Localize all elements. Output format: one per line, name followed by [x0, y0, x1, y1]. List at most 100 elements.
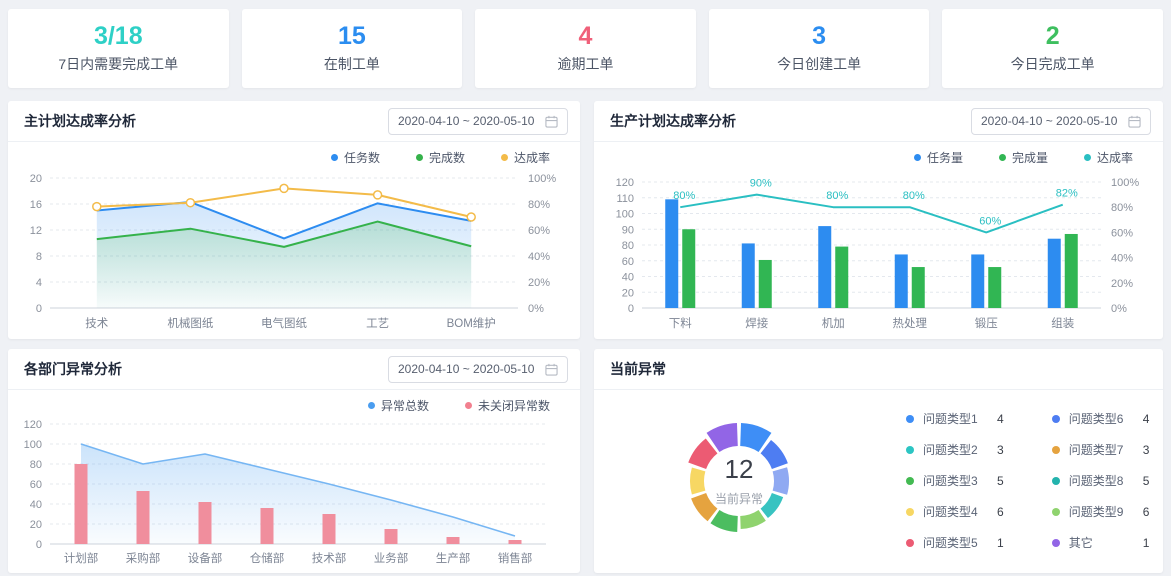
- chart-legend: 异常总数 未关闭异常数: [8, 390, 580, 413]
- legend-value: 6: [1142, 504, 1150, 519]
- donut-legend-item[interactable]: 问题类型6 4: [1051, 410, 1150, 427]
- svg-text:80: 80: [622, 240, 634, 252]
- svg-text:8: 8: [36, 251, 42, 263]
- legend-item[interactable]: 完成数: [415, 151, 465, 165]
- stat-value: 2: [1045, 21, 1060, 50]
- donut-legend-item[interactable]: 问题类型7 3: [1051, 441, 1149, 458]
- svg-text:0: 0: [36, 303, 42, 315]
- legend-label: 达成率: [513, 151, 550, 165]
- legend-item[interactable]: 达成率: [500, 151, 550, 165]
- legend-label: 问题类型8: [1068, 474, 1124, 488]
- svg-text:40: 40: [30, 499, 42, 511]
- svg-text:业务部: 业务部: [374, 551, 409, 565]
- svg-text:82%: 82%: [1056, 188, 1078, 200]
- donut-legend-item[interactable]: 问题类型5 1: [906, 534, 1004, 551]
- stat-card-in-progress: 15 在制工单: [241, 9, 463, 88]
- legend-label: 问题类型2: [923, 443, 978, 457]
- legend-label: 任务量: [926, 151, 963, 165]
- legend-item[interactable]: 达成率: [1083, 151, 1133, 165]
- legend-value: 4: [997, 411, 1004, 426]
- svg-text:40%: 40%: [1111, 253, 1133, 265]
- current-abnormal-content: 12 当前异常 问题类型1 4 问题类型2 3 问题类型3 5 问题类型4 6 问题类型5 1 问…: [594, 390, 1163, 571]
- legend-label: 问题类型5: [923, 536, 978, 550]
- svg-text:100: 100: [24, 439, 42, 451]
- stat-label: 今日创建工单: [777, 56, 862, 73]
- legend-dot-icon: [500, 154, 508, 161]
- current-abnormal-donut-chart: [688, 422, 789, 532]
- department-abnormal-chart-area: 0 20 40 60 80 100 120 计划部 采购部 设备部 仓储部 技术部 业务部 生产部 销售部: [8, 412, 580, 570]
- legend-dot-icon: [906, 538, 914, 547]
- svg-text:电气图纸: 电气图纸: [261, 316, 307, 330]
- svg-text:组装: 组装: [1051, 316, 1074, 330]
- donut-legend-item[interactable]: 问题类型1 4: [906, 410, 1004, 427]
- panel-production-plan: 生产计划达成率分析 2020-04-10 ~ 2020-05-10 任务量 完成量…: [594, 101, 1163, 339]
- svg-text:BOM维护: BOM维护: [447, 316, 496, 330]
- legend-dot-icon: [367, 402, 375, 409]
- svg-text:0%: 0%: [1111, 303, 1127, 315]
- svg-text:20%: 20%: [1111, 278, 1133, 290]
- calendar-icon[interactable]: [545, 363, 558, 376]
- date-range-picker[interactable]: 2020-04-10 ~ 2020-05-10: [971, 107, 1151, 135]
- donut-legend-item[interactable]: 问题类型9 6: [1051, 503, 1150, 520]
- department-abnormal-chart: 0 20 40 60 80 100 120 计划部 采购部 设备部 仓储部 技术部 业务部 生产部 销售部: [24, 419, 546, 565]
- svg-text:40%: 40%: [528, 251, 550, 263]
- panel-department-abnormal: 各部门异常分析 2020-04-10 ~ 2020-05-10 异常总数 未关闭异…: [8, 349, 580, 573]
- stat-card-completed-today: 2 今日完成工单: [942, 9, 1163, 88]
- legend-item[interactable]: 异常总数: [367, 399, 429, 413]
- svg-text:80%: 80%: [826, 190, 848, 202]
- stat-label: 在制工单: [323, 56, 380, 73]
- svg-text:60%: 60%: [1111, 227, 1133, 239]
- svg-text:计划部: 计划部: [64, 551, 99, 565]
- legend-dot-icon: [1083, 154, 1091, 161]
- svg-text:20: 20: [622, 287, 634, 299]
- stat-value: 15: [337, 21, 366, 50]
- svg-text:100%: 100%: [1111, 177, 1139, 189]
- legend-label: 问题类型7: [1068, 443, 1124, 457]
- legend-dot-icon: [464, 402, 472, 409]
- svg-text:20: 20: [30, 173, 42, 185]
- donut-legend-item[interactable]: 问题类型8 5: [1051, 472, 1149, 489]
- svg-text:16: 16: [30, 199, 42, 211]
- legend-item[interactable]: 任务数: [330, 151, 380, 165]
- donut-legend-item[interactable]: 问题类型4 6: [906, 503, 1004, 520]
- panel-title: 生产计划达成率分析: [610, 113, 736, 129]
- stat-card-overdue: 4 逾期工单: [475, 9, 696, 88]
- donut-chart-area: 12 当前异常: [664, 406, 814, 556]
- legend-item[interactable]: 未关闭异常数: [464, 399, 550, 413]
- svg-text:下料: 下料: [669, 316, 692, 330]
- svg-text:90: 90: [622, 224, 634, 236]
- donut-legend-item[interactable]: 问题类型2 3: [906, 441, 1004, 458]
- legend-label: 异常总数: [380, 399, 429, 413]
- svg-text:仓储部: 仓储部: [250, 551, 285, 565]
- legend-item[interactable]: 完成量: [998, 151, 1048, 165]
- panel-master-plan: 主计划达成率分析 2020-04-10 ~ 2020-05-10 任务数 完成数 达…: [8, 101, 580, 339]
- stat-label: 7日内需要完成工单: [58, 56, 179, 73]
- svg-text:80%: 80%: [903, 190, 925, 202]
- legend-label: 问题类型1: [923, 412, 978, 426]
- svg-text:12: 12: [30, 225, 42, 237]
- svg-text:120: 120: [616, 177, 634, 189]
- legend-dot-icon: [415, 154, 423, 161]
- svg-text:60: 60: [622, 256, 634, 268]
- svg-text:锻压: 锻压: [975, 316, 998, 330]
- svg-text:设备部: 设备部: [188, 551, 223, 565]
- svg-text:技术: 技术: [85, 317, 108, 330]
- donut-legend-item[interactable]: 其它 1: [1051, 534, 1149, 551]
- svg-text:生产部: 生产部: [436, 551, 471, 565]
- svg-text:机加: 机加: [822, 316, 845, 330]
- svg-text:90%: 90%: [750, 178, 772, 190]
- legend-value: 4: [1142, 411, 1150, 426]
- svg-text:40: 40: [622, 272, 634, 284]
- date-range-picker[interactable]: 2020-04-10 ~ 2020-05-10: [388, 355, 568, 383]
- calendar-icon[interactable]: [1128, 115, 1141, 128]
- legend-dot-icon: [1051, 414, 1060, 423]
- stat-value: 4: [578, 21, 593, 50]
- calendar-icon[interactable]: [545, 115, 558, 128]
- donut-legend-item[interactable]: 问题类型3 5: [906, 472, 1004, 489]
- svg-text:60%: 60%: [979, 215, 1001, 227]
- date-range-picker[interactable]: 2020-04-10 ~ 2020-05-10: [388, 107, 568, 135]
- svg-text:采购部: 采购部: [126, 551, 161, 565]
- legend-item[interactable]: 任务量: [913, 151, 963, 165]
- stat-value: 3: [812, 21, 827, 50]
